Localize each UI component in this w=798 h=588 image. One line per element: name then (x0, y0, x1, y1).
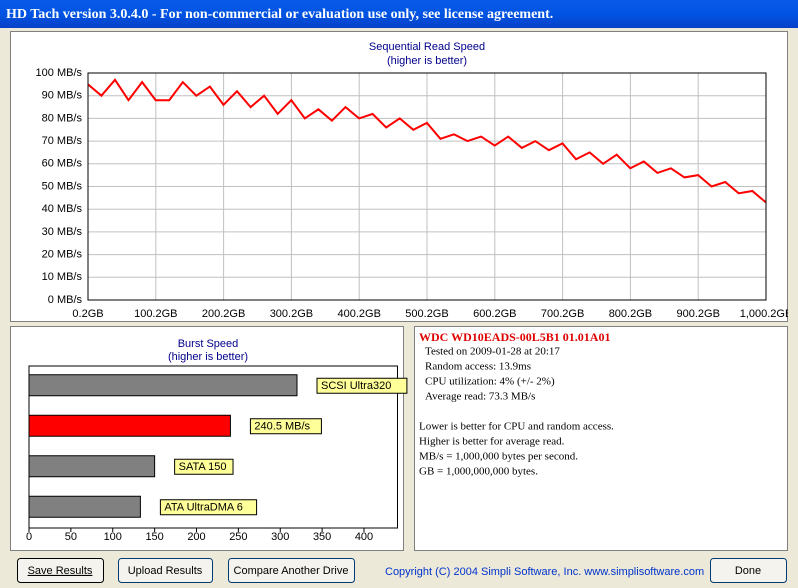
button[interactable]: Compare Another Drive (228, 558, 355, 583)
button-label[interactable]: Done (735, 565, 761, 577)
seq-chart: Sequential Read Speed (higher is better) 0… (36, 41, 793, 320)
info-panel (414, 326, 788, 551)
x-tick-label: 300.2GB (270, 308, 313, 320)
bar-label: 240.5 MB/s (254, 421, 310, 433)
info-note: MB/s = 1,000,000 bytes per second. (419, 451, 578, 463)
info: WDC WD10EADS-00L5B1 01.01A01 Tested on 20… (419, 330, 614, 478)
x-tick-label: 0 (26, 531, 32, 543)
chart-title: Sequential Read Speed (369, 41, 485, 53)
y-tick-label: 30 MB/s (42, 226, 83, 238)
y-tick-label: 100 MB/s (36, 67, 83, 79)
buttons: Save Results Upload Results Compare Anothe… (17, 558, 787, 583)
copyright: Copyright (C) 2004 Simpli Software, Inc.… (385, 566, 704, 578)
y-tick-label: 70 MB/s (42, 135, 83, 147)
y-tick-label: 90 MB/s (42, 90, 83, 102)
button-face[interactable] (228, 558, 355, 583)
read-speed-line (87, 78, 767, 204)
x-tick-label: 350 (313, 531, 331, 543)
chart-title: Burst Speed (178, 338, 239, 350)
bar-label-box (249, 418, 322, 435)
title-bar (0, 0, 798, 28)
x-tick-label: 100.2GB (134, 308, 177, 320)
info-note: GB = 1,000,000,000 bytes. (419, 466, 538, 478)
button-face[interactable] (118, 558, 213, 583)
x-tick-label: 300 (271, 531, 289, 543)
button-label[interactable]: Save Results (28, 565, 93, 577)
x-tick-label: 200.2GB (202, 308, 245, 320)
x-tick-label: 150 (145, 531, 163, 543)
x-tick-label: 400.2GB (337, 308, 380, 320)
info-line: Random access: 13.9ms (425, 361, 531, 373)
bar-label-box (316, 377, 408, 394)
chart-subtitle: (higher is better) (168, 351, 248, 363)
button[interactable]: Upload Results (118, 558, 213, 583)
y-tick-label: 0 MB/s (48, 294, 83, 306)
x-tick-label: 250 (229, 531, 247, 543)
button[interactable]: Done (710, 558, 787, 583)
bar-label: ATA UltraDMA 6 (164, 502, 242, 514)
x-tick-label: 0.2GB (72, 308, 103, 320)
x-tick-label: 900.2GB (676, 308, 719, 320)
drive-name: WDC WD10EADS-00L5B1 01.01A01 (419, 330, 610, 344)
info-line: Tested on 2009-01-28 at 20:17 (425, 346, 560, 358)
x-tick-label: 1,000.2GB (740, 308, 793, 320)
bar (28, 495, 141, 518)
bar-label-box (159, 499, 258, 516)
y-tick-label: 50 MB/s (42, 180, 83, 192)
button[interactable]: Save Results (17, 558, 104, 583)
bar (28, 374, 298, 397)
chart-subtitle: (higher is better) (387, 55, 467, 67)
button-face[interactable] (17, 558, 104, 583)
info-note: Higher is better for average read. (419, 436, 565, 448)
y-tick-label: 40 MB/s (42, 203, 83, 215)
x-tick-label: 50 (65, 531, 77, 543)
info-line: CPU utilization: 4% (+/- 2%) (425, 376, 555, 388)
x-tick-label: 600.2GB (473, 308, 516, 320)
info-note: Lower is better for CPU and random acces… (419, 421, 614, 433)
x-tick-label: 100 (104, 531, 122, 543)
info-line: Average read: 73.3 MB/s (425, 391, 535, 403)
x-tick-label: 200 (187, 531, 205, 543)
y-tick-label: 20 MB/s (42, 249, 83, 261)
bar-label: SATA 150 (179, 461, 227, 473)
button-label[interactable]: Compare Another Drive (234, 565, 349, 577)
y-tick-label: 60 MB/s (42, 158, 83, 170)
bar-label: SCSI Ultra320 (321, 380, 391, 392)
bar (28, 455, 156, 478)
button-face[interactable] (710, 558, 787, 583)
x-tick-label: 400 (355, 531, 373, 543)
x-tick-label: 800.2GB (609, 308, 652, 320)
y-tick-label: 10 MB/s (42, 271, 83, 283)
window-title: HD Tach version 3.0.4.0 - For non-commer… (6, 7, 553, 22)
button-label[interactable]: Upload Results (128, 565, 203, 577)
bar (28, 414, 231, 437)
bar-label-box (174, 458, 234, 475)
x-tick-label: 500.2GB (405, 308, 448, 320)
x-tick-label: 700.2GB (541, 308, 584, 320)
burst-chart: Burst Speed(higher is better) 0 50 100 150 20… (26, 338, 408, 543)
plot-border (87, 72, 767, 301)
y-tick-label: 80 MB/s (42, 112, 83, 124)
